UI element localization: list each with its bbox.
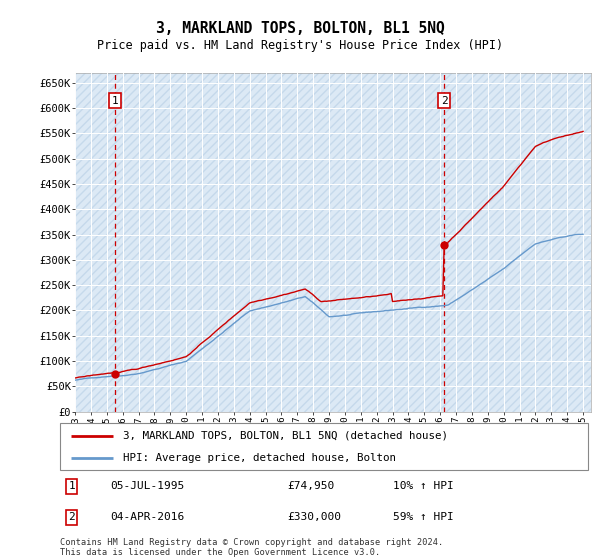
3, MARKLAND TOPS, BOLTON, BL1 5NQ (detached house) bbox=[409, 296, 416, 303]
Text: 10% ↑ HPI: 10% ↑ HPI bbox=[392, 482, 454, 491]
Text: 2: 2 bbox=[68, 512, 75, 522]
FancyBboxPatch shape bbox=[60, 423, 588, 470]
HPI: Average price, detached house, Bolton: (1.99e+03, 6.61e+04): Average price, detached house, Bolton: (… bbox=[83, 375, 91, 381]
Text: 04-APR-2016: 04-APR-2016 bbox=[110, 512, 184, 522]
Line: 3, MARKLAND TOPS, BOLTON, BL1 5NQ (detached house): 3, MARKLAND TOPS, BOLTON, BL1 5NQ (detac… bbox=[75, 132, 583, 378]
Text: 2: 2 bbox=[441, 96, 448, 106]
3, MARKLAND TOPS, BOLTON, BL1 5NQ (detached house) bbox=[280, 291, 287, 298]
Text: 1: 1 bbox=[112, 96, 119, 106]
3, MARKLAND TOPS, BOLTON, BL1 5NQ (detached house) bbox=[71, 375, 79, 381]
3, MARKLAND TOPS, BOLTON, BL1 5NQ (detached house) bbox=[425, 294, 432, 301]
HPI: Average price, detached house, Bolton: (2.02e+03, 2.07e+05): Average price, detached house, Bolton: (… bbox=[425, 304, 432, 310]
Line: HPI: Average price, detached house, Bolton: HPI: Average price, detached house, Bolt… bbox=[75, 234, 583, 380]
3, MARKLAND TOPS, BOLTON, BL1 5NQ (detached house) bbox=[116, 369, 124, 376]
3, MARKLAND TOPS, BOLTON, BL1 5NQ (detached house) bbox=[580, 128, 587, 135]
Text: 1: 1 bbox=[68, 482, 75, 491]
Text: £74,950: £74,950 bbox=[287, 482, 334, 491]
HPI: Average price, detached house, Bolton: (2.02e+03, 3.51e+05): Average price, detached house, Bolton: (… bbox=[580, 231, 587, 237]
3, MARKLAND TOPS, BOLTON, BL1 5NQ (detached house) bbox=[83, 372, 91, 379]
Text: £330,000: £330,000 bbox=[287, 512, 341, 522]
HPI: Average price, detached house, Bolton: (2.01e+03, 2.05e+05): Average price, detached house, Bolton: (… bbox=[409, 305, 416, 311]
Text: 3, MARKLAND TOPS, BOLTON, BL1 5NQ (detached house): 3, MARKLAND TOPS, BOLTON, BL1 5NQ (detac… bbox=[124, 431, 448, 441]
HPI: Average price, detached house, Bolton: (2.01e+03, 2.16e+05): Average price, detached house, Bolton: (… bbox=[280, 299, 287, 306]
Text: 05-JUL-1995: 05-JUL-1995 bbox=[110, 482, 184, 491]
Text: Price paid vs. HM Land Registry's House Price Index (HPI): Price paid vs. HM Land Registry's House … bbox=[97, 39, 503, 52]
Text: 59% ↑ HPI: 59% ↑ HPI bbox=[392, 512, 454, 522]
HPI: Average price, detached house, Bolton: (2e+03, 7.06e+04): Average price, detached house, Bolton: (… bbox=[116, 372, 124, 379]
Text: 3, MARKLAND TOPS, BOLTON, BL1 5NQ: 3, MARKLAND TOPS, BOLTON, BL1 5NQ bbox=[155, 21, 445, 36]
3, MARKLAND TOPS, BOLTON, BL1 5NQ (detached house) bbox=[340, 296, 347, 302]
HPI: Average price, detached house, Bolton: (2.01e+03, 1.91e+05): Average price, detached house, Bolton: (… bbox=[340, 312, 347, 319]
Text: HPI: Average price, detached house, Bolton: HPI: Average price, detached house, Bolt… bbox=[124, 452, 397, 463]
HPI: Average price, detached house, Bolton: (1.99e+03, 6.21e+04): Average price, detached house, Bolton: (… bbox=[71, 377, 79, 384]
Text: Contains HM Land Registry data © Crown copyright and database right 2024.
This d: Contains HM Land Registry data © Crown c… bbox=[60, 538, 443, 557]
